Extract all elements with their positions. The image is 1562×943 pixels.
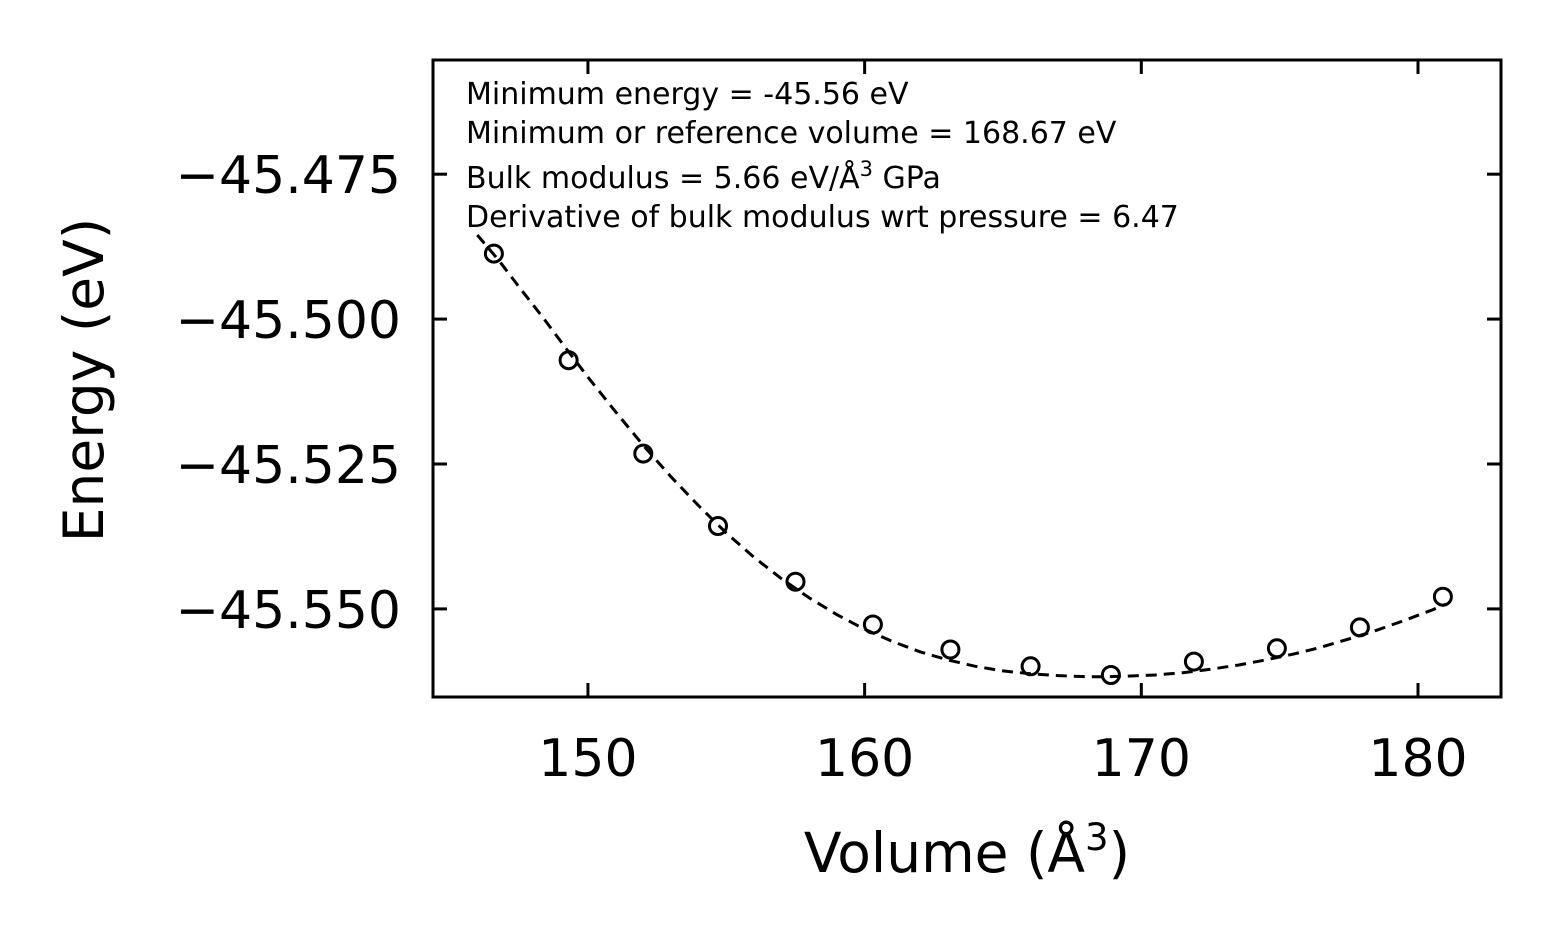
y-tick-label: −45.475 xyxy=(175,146,401,206)
data-point xyxy=(1432,586,1453,607)
data-point xyxy=(708,516,728,536)
annotation-bulk-modulus-derivative: Derivative of bulk modulus wrt pressure … xyxy=(466,200,1179,235)
data-point xyxy=(785,571,806,592)
x-tick-label: 170 xyxy=(1092,729,1191,789)
annotation-reference-volume: Minimum or reference volume = 168.67 eV xyxy=(466,116,1117,151)
y-tick-label: −45.550 xyxy=(175,581,401,641)
data-points-layer xyxy=(483,243,1453,685)
x-tick-label: 160 xyxy=(815,729,914,789)
y-tick-label: −45.500 xyxy=(175,291,401,351)
plot-area-frame xyxy=(431,58,1503,699)
x-axis-title: Volume (Å3) xyxy=(804,816,1130,885)
fit-parameters-annotation: Minimum energy = -45.56 eV Minimum or re… xyxy=(466,77,1179,235)
annotation-bulk-modulus: Bulk modulus = 5.66 eV/Å3 GPa xyxy=(466,157,941,196)
fit-curve xyxy=(476,234,1447,679)
data-point xyxy=(1020,656,1041,677)
x-tick-label: 150 xyxy=(538,729,637,789)
data-point xyxy=(1266,638,1287,659)
data-point xyxy=(1100,665,1121,685)
data-point xyxy=(1349,617,1370,638)
x-tick-labels: 150 160 170 180 xyxy=(538,729,1467,789)
y-tick-labels: −45.475 −45.500 −45.525 −45.550 xyxy=(175,146,401,641)
data-point xyxy=(862,614,883,635)
fit-curve-layer xyxy=(476,234,1447,679)
data-point xyxy=(558,350,579,371)
annotation-minimum-energy: Minimum energy = -45.56 eV xyxy=(466,77,909,112)
y-tick-label: −45.525 xyxy=(175,436,401,496)
data-point xyxy=(633,443,654,464)
data-point xyxy=(1183,651,1204,672)
x-tick-label: 180 xyxy=(1368,729,1467,789)
data-point xyxy=(483,243,504,264)
data-point xyxy=(940,639,961,660)
axis-ticks-layer xyxy=(433,60,1501,697)
y-axis-title: Energy (eV) xyxy=(52,218,116,542)
